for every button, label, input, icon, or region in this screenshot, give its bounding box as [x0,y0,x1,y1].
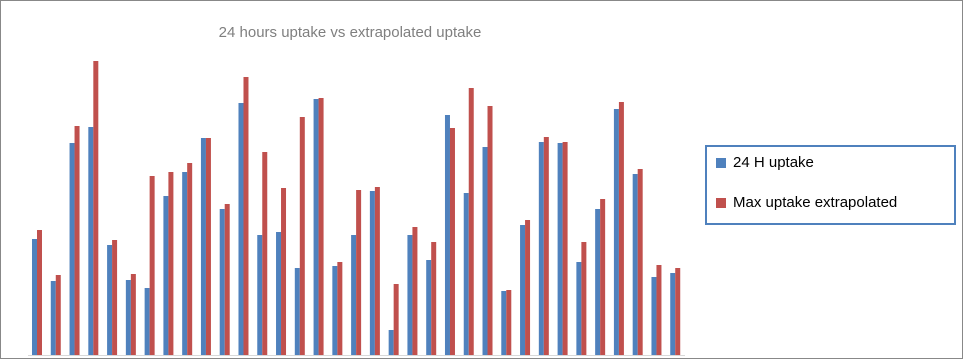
bar [651,277,657,355]
bar [318,98,324,355]
bar [501,291,507,355]
bar [294,268,300,355]
chart-title: 24 hours uptake vs extrapolated uptake [219,24,482,41]
bar [149,176,155,355]
legend-label: 24 H uptake [733,154,814,171]
bar [637,169,643,355]
bar [238,103,244,355]
legend-label: Max uptake extrapolated [733,194,897,211]
bar [351,235,357,355]
bar [374,187,380,355]
bar [393,284,399,355]
bar [257,235,263,355]
bar [93,61,99,355]
bar [407,235,413,355]
legend-swatch [716,198,726,208]
bar [262,152,268,355]
bar [576,262,582,355]
bar [224,204,230,355]
bar [525,220,531,355]
bar [163,196,169,355]
bar [299,117,305,355]
bar [656,265,662,355]
bar [388,330,394,355]
bar [468,88,474,355]
bar [74,126,80,355]
bar [243,77,249,355]
bar [506,290,512,355]
bar [200,138,206,355]
bar [88,127,94,355]
bar [125,280,131,355]
bar [632,174,638,355]
bar [55,275,61,355]
bar [69,143,75,355]
bar [112,240,118,355]
bar [356,190,362,355]
bar [670,273,676,355]
bar [675,268,681,355]
bar [618,102,624,355]
bar [107,245,113,355]
bar [187,163,193,355]
bar [581,242,587,355]
bar [313,99,319,355]
bar [332,266,338,355]
bar [520,225,526,355]
bar [182,172,188,355]
bar [595,209,601,355]
bar [449,128,455,355]
bar [487,106,493,355]
bar [444,115,450,355]
bar [219,209,225,355]
bar [538,142,544,355]
bar [600,199,606,355]
bar [426,260,432,355]
bar [543,137,549,355]
legend-swatch [716,158,726,168]
bar [613,109,619,355]
bar [482,147,488,355]
bar [562,142,568,355]
bar [168,172,174,355]
bar [37,230,42,355]
bar [32,239,37,355]
bar [412,227,418,355]
bar [337,262,343,355]
bar [276,232,282,355]
bar [369,191,375,355]
bar [557,143,563,355]
bar [281,188,287,355]
bar [205,138,211,355]
bar [463,193,469,355]
bar [50,281,56,355]
bar [431,242,437,355]
legend-box [705,145,956,225]
bar [144,288,150,355]
bar [130,274,136,355]
